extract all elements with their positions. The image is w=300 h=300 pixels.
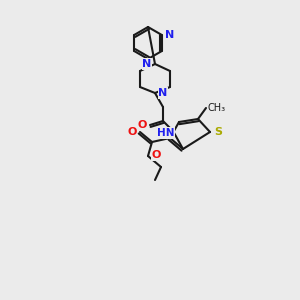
Text: N: N xyxy=(142,59,152,69)
Text: O: O xyxy=(137,120,147,130)
Text: CH₃: CH₃ xyxy=(208,103,226,113)
Text: O: O xyxy=(151,150,161,160)
Text: N: N xyxy=(158,88,168,98)
Text: HN: HN xyxy=(157,128,175,138)
Text: S: S xyxy=(214,127,222,137)
Text: N: N xyxy=(165,30,175,40)
Text: O: O xyxy=(127,127,137,137)
